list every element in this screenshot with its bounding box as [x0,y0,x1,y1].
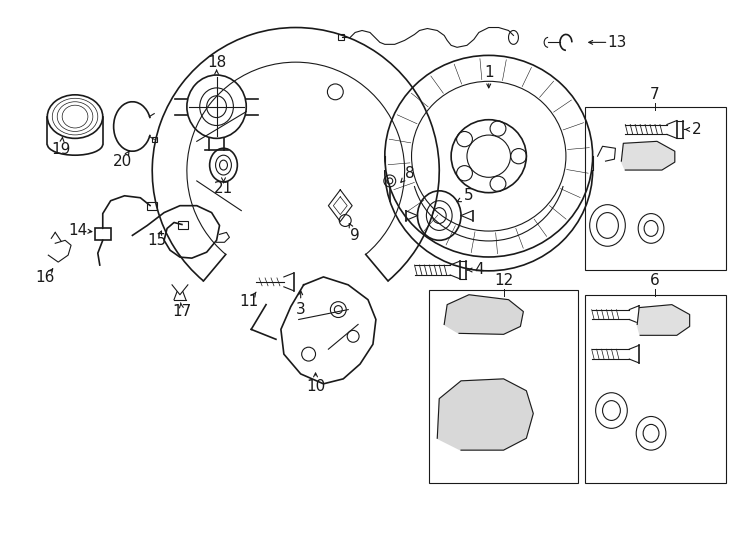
Text: 18: 18 [207,55,226,70]
Polygon shape [622,141,675,170]
Text: 10: 10 [306,379,325,394]
Text: 8: 8 [404,165,415,180]
Text: 19: 19 [51,142,71,157]
Polygon shape [637,305,690,335]
Text: 6: 6 [650,273,660,288]
Text: 4: 4 [474,262,484,278]
Text: 3: 3 [296,302,305,317]
Bar [585,107,726,270]
Text: 20: 20 [113,154,132,168]
Text: 7: 7 [650,87,660,102]
Bar [152,137,157,143]
Text: 2: 2 [691,122,702,137]
Text: 17: 17 [172,304,192,319]
Polygon shape [437,379,534,450]
Text: 11: 11 [239,294,259,309]
Text: 14: 14 [68,223,87,238]
Bar [95,228,111,240]
Bar [178,220,188,230]
Text: 16: 16 [36,271,55,286]
Text: 21: 21 [214,181,233,197]
Bar [585,295,726,483]
Text: 13: 13 [608,35,627,50]
Text: 12: 12 [494,273,513,288]
Text: 1: 1 [484,65,493,79]
Text: 15: 15 [148,233,167,248]
Bar [338,35,344,40]
Bar [148,202,157,210]
Bar [429,290,578,483]
Text: 9: 9 [350,228,360,243]
Polygon shape [444,295,523,334]
Text: 5: 5 [464,188,473,203]
